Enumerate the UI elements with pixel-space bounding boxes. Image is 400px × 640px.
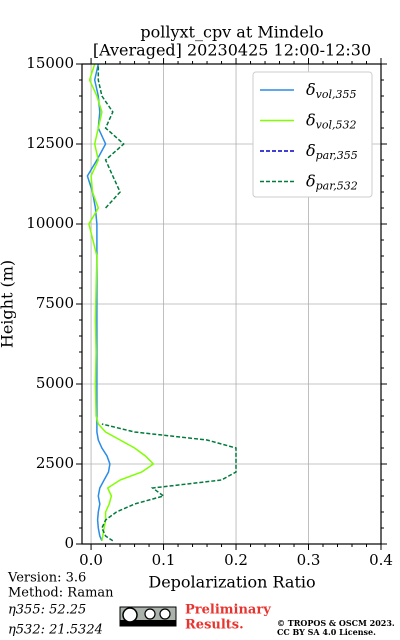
profile-line — [86, 63, 111, 542]
y-tick-label: 7500 — [36, 294, 74, 312]
y-tick-label: 5000 — [36, 374, 74, 392]
y-axis-label: Height (m) — [0, 260, 17, 348]
eta-355: η355: 52.25 — [8, 603, 86, 618]
chart-subtitle: [Averaged] 20230425 12:00-12:30 — [93, 41, 371, 60]
x-tick-label: 0.1 — [152, 551, 176, 569]
preliminary-label: Results. — [185, 618, 244, 633]
eta-532: η532: 21.5324 — [8, 623, 103, 638]
legend-label: δvol,532 — [306, 110, 357, 132]
legend-label: δvol,355 — [306, 80, 357, 102]
version: Version: 3.6 — [7, 571, 86, 586]
x-tick-label: 0.3 — [297, 551, 321, 569]
copyright: CC BY SA 4.0 License. — [277, 627, 376, 637]
copyright: © TROPOS & OSCM 2023. — [277, 618, 395, 628]
profile-line — [88, 63, 155, 541]
y-tick-label: 12500 — [26, 134, 74, 152]
legend-label: δpar,355 — [306, 141, 358, 163]
chart-title: pollyxt_cpv at Mindelo — [140, 23, 323, 42]
y-tick-label: 15000 — [26, 54, 74, 72]
x-tick-label: 0.0 — [79, 551, 103, 569]
preliminary-label: Preliminary — [185, 603, 271, 618]
legend-label: δpar,532 — [306, 171, 358, 193]
profile-line — [97, 64, 237, 542]
legend-box — [252, 71, 373, 198]
y-tick-label: 0 — [64, 534, 74, 552]
cc-logo — [119, 606, 177, 627]
x-tick-label: 0.4 — [369, 551, 393, 569]
x-tick-label: 0.2 — [224, 551, 248, 569]
x-axis-label: Depolarization Ratio — [148, 573, 315, 592]
method: Method: Raman — [8, 586, 114, 601]
y-tick-label: 2500 — [36, 454, 74, 472]
y-tick-label: 10000 — [26, 214, 74, 232]
